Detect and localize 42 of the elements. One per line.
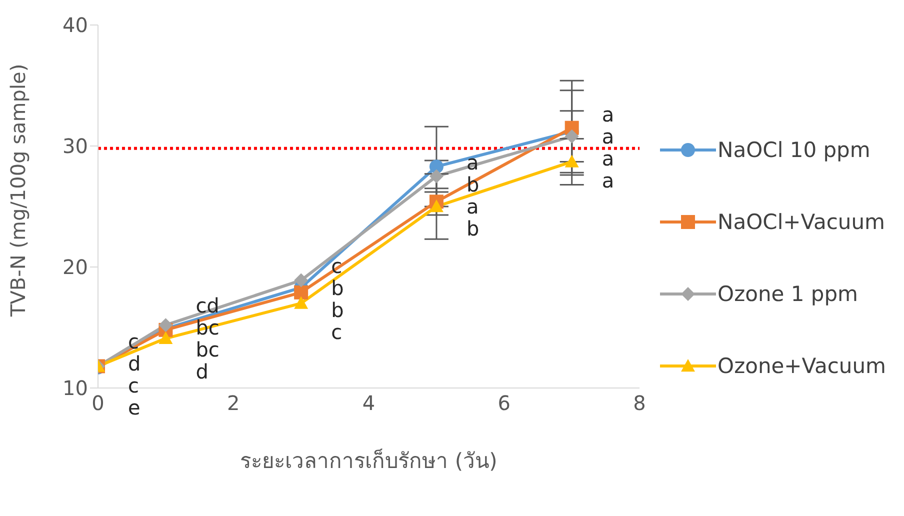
x-tick-label: 0 <box>92 391 104 416</box>
y-axis-title: TVB-N (mg/100g sample) <box>6 64 30 318</box>
point <box>294 296 308 309</box>
x-axis-title: ระยะเวลาการเก็บรักษา (วัน) <box>240 447 498 473</box>
data-label: c <box>128 374 139 398</box>
data-label: d <box>128 352 141 376</box>
data-label: a <box>602 168 614 192</box>
data-label: d <box>196 360 208 384</box>
point <box>158 318 173 332</box>
x-tick-label: 6 <box>498 391 511 416</box>
y-tick-label: 20 <box>62 255 88 280</box>
data-label: bc <box>196 338 220 362</box>
data-label: b <box>466 216 480 241</box>
legend-label: NaOCl 10 ppm <box>718 138 870 162</box>
data-label: a <box>602 146 614 170</box>
point <box>429 160 444 174</box>
y-tick-label: 30 <box>62 134 88 158</box>
data-label: c <box>128 330 139 354</box>
data-label: a <box>466 194 479 219</box>
data-label: e <box>128 396 140 420</box>
point <box>158 331 173 344</box>
legend-label: Ozone 1 ppm <box>718 282 858 306</box>
point <box>564 129 579 144</box>
point <box>564 154 579 168</box>
point <box>429 200 444 212</box>
data-label: a <box>602 102 614 126</box>
data-label: a <box>466 150 479 175</box>
data-label: a <box>602 124 614 148</box>
data-label: c <box>331 320 342 344</box>
data-label: cd <box>196 294 220 318</box>
x-tick-label: 8 <box>633 391 646 416</box>
point <box>429 169 444 184</box>
x-tick-label: 2 <box>227 391 240 416</box>
point <box>294 273 308 288</box>
y-tick-label: 40 <box>62 13 88 38</box>
data-label: b <box>331 276 344 300</box>
x-tick-label: 4 <box>362 391 376 416</box>
legend-label: NaOCl+Vacuum <box>718 210 885 234</box>
y-tick-label: 10 <box>62 376 88 400</box>
point <box>294 285 308 300</box>
legend-label: Ozone+Vacuum <box>718 354 886 378</box>
data-label: b <box>331 298 344 322</box>
